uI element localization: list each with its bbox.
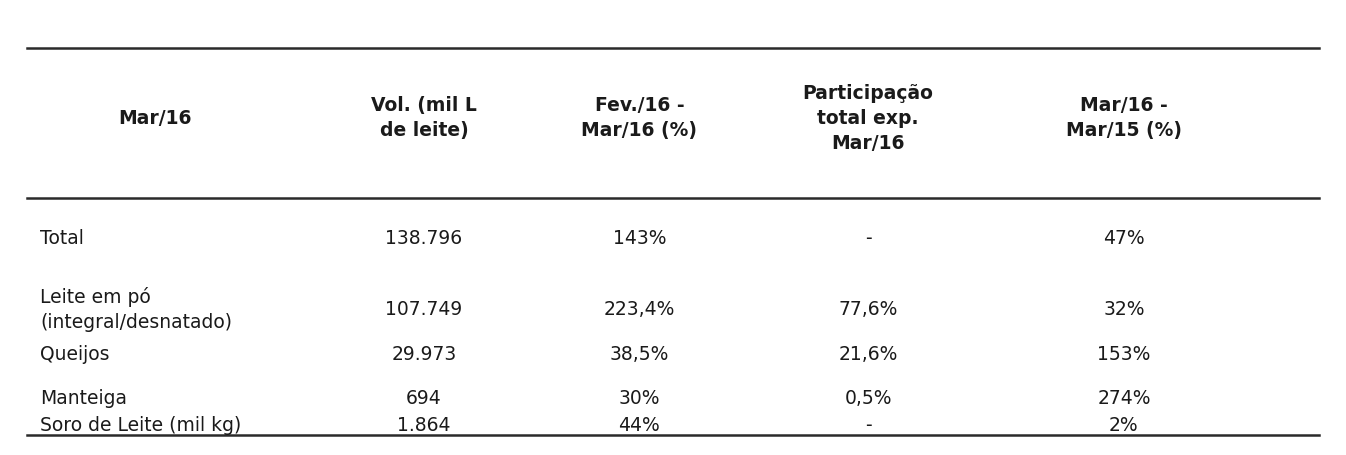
Text: Fev./16 -
Mar/16 (%): Fev./16 - Mar/16 (%) (581, 96, 697, 140)
Text: 153%: 153% (1097, 345, 1151, 364)
Text: 143%: 143% (612, 229, 666, 248)
Text: 38,5%: 38,5% (610, 345, 669, 364)
Text: Manteiga: Manteiga (40, 389, 128, 408)
Text: Mar/16: Mar/16 (118, 109, 191, 128)
Text: -: - (865, 416, 871, 435)
Text: 77,6%: 77,6% (839, 300, 898, 319)
Text: 694: 694 (406, 389, 441, 408)
Text: 138.796: 138.796 (385, 229, 463, 248)
Text: Queijos: Queijos (40, 345, 110, 364)
Text: 21,6%: 21,6% (839, 345, 898, 364)
Text: 0,5%: 0,5% (844, 389, 892, 408)
Text: 30%: 30% (619, 389, 660, 408)
Text: 274%: 274% (1097, 389, 1151, 408)
Text: 29.973: 29.973 (392, 345, 456, 364)
Text: 32%: 32% (1104, 300, 1144, 319)
Text: 223,4%: 223,4% (603, 300, 676, 319)
Text: Vol. (mil L
de leite): Vol. (mil L de leite) (371, 96, 476, 140)
Text: Leite em pó
(integral/desnatado): Leite em pó (integral/desnatado) (40, 287, 233, 332)
Text: Mar/16 -
Mar/15 (%): Mar/16 - Mar/15 (%) (1066, 96, 1182, 140)
Text: 47%: 47% (1104, 229, 1144, 248)
Text: 2%: 2% (1109, 416, 1139, 435)
Text: 44%: 44% (618, 416, 661, 435)
Text: 107.749: 107.749 (385, 300, 463, 319)
Text: 1.864: 1.864 (397, 416, 451, 435)
Text: Participação
total exp.
Mar/16: Participação total exp. Mar/16 (802, 84, 934, 153)
Text: Soro de Leite (mil kg): Soro de Leite (mil kg) (40, 416, 242, 435)
Text: -: - (865, 229, 871, 248)
Text: Total: Total (40, 229, 85, 248)
